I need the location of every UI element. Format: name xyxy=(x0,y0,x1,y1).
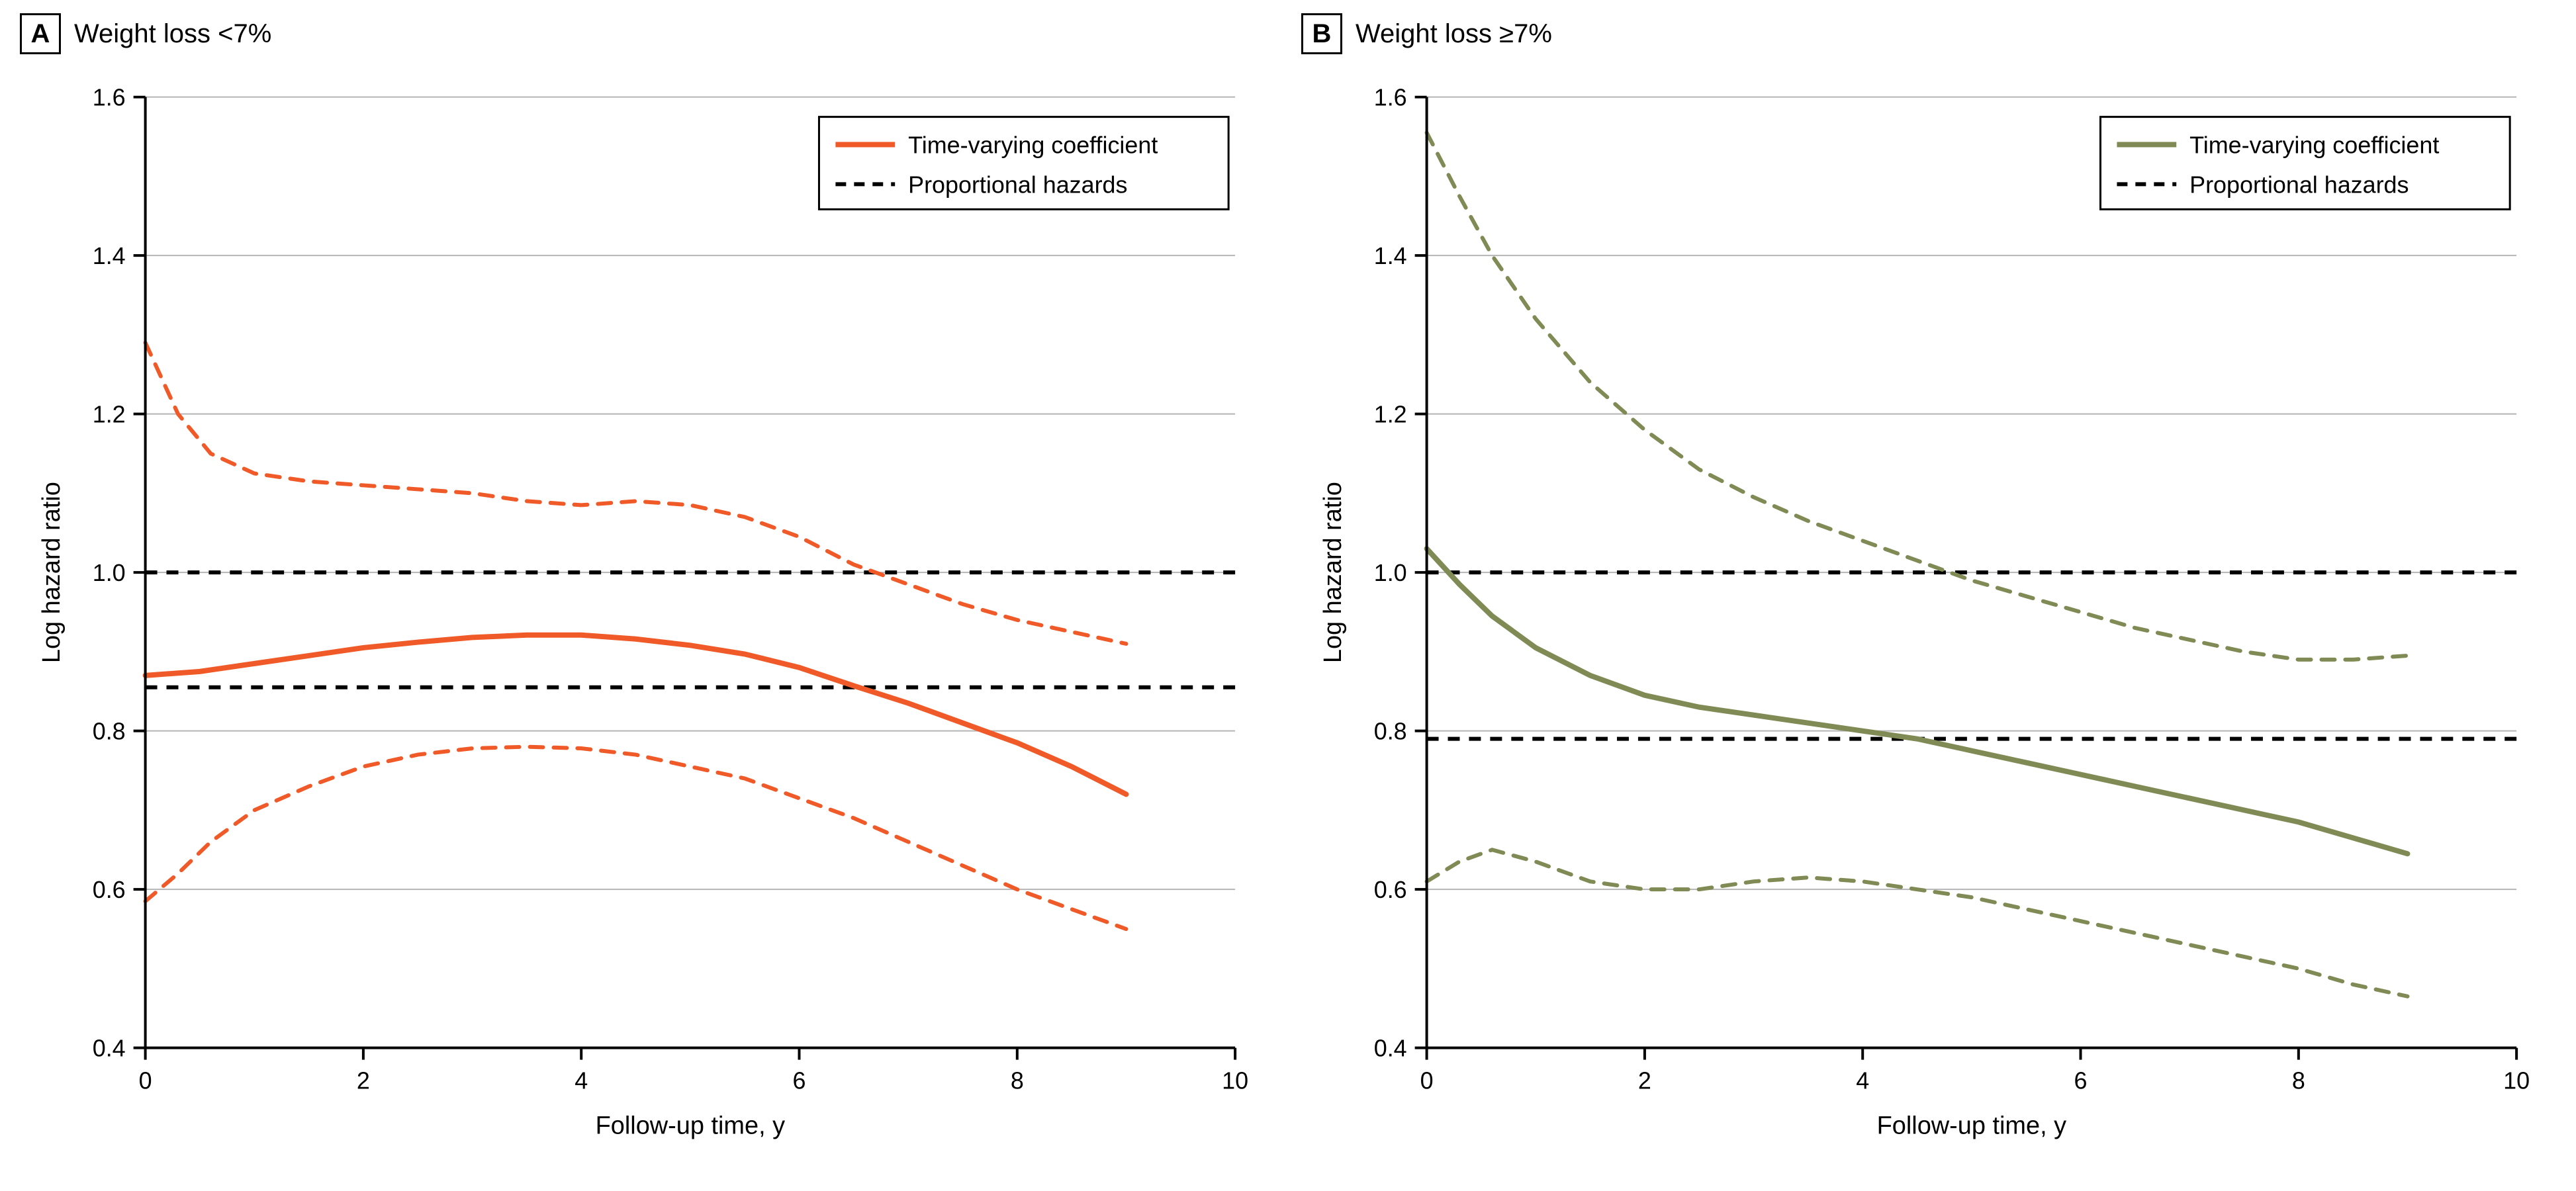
plot-area: 0 2 4 6 8 10 0.4 0.6 0.8 1.0 1.2 1.4 1.6 Follow-up ti… xyxy=(20,66,1275,1184)
figure-container: A Weight loss <7% 0 2 4 6 8 10 0.4 0.6 0.8 1.0 1.2 1.… xyxy=(0,0,2576,1191)
panel-title: Weight loss ≥7% xyxy=(1356,19,1552,49)
panel-header: A Weight loss <7% xyxy=(20,13,1275,54)
y-tick-label: 1.2 xyxy=(1374,401,1407,428)
legend-item-label: Proportional hazards xyxy=(2189,171,2409,198)
panel-letter: A xyxy=(20,13,61,54)
y-tick-label: 1.6 xyxy=(1374,84,1407,111)
x-tick-label: 8 xyxy=(1011,1067,1024,1094)
x-tick-label: 6 xyxy=(793,1067,806,1094)
x-axis-label: Follow-up time, y xyxy=(596,1112,786,1139)
x-tick-label: 4 xyxy=(575,1067,588,1094)
y-tick-label: 0.6 xyxy=(93,876,126,903)
x-axis-label: Follow-up time, y xyxy=(1877,1112,2067,1139)
y-axis-label: Log hazard ratio xyxy=(1319,482,1347,663)
y-tick-label: 0.4 xyxy=(1374,1035,1407,1062)
x-tick-label: 6 xyxy=(2074,1067,2088,1094)
y-tick-label: 0.6 xyxy=(1374,876,1407,903)
upper-ci-line xyxy=(146,343,1127,644)
y-tick-label: 1.4 xyxy=(1374,242,1407,269)
plot-area: 0 2 4 6 8 10 0.4 0.6 0.8 1.0 1.2 1.4 1.6 Follow-up ti… xyxy=(1301,66,2556,1184)
y-axis-label: Log hazard ratio xyxy=(38,482,66,663)
legend-item-label: Time-varying coefficient xyxy=(908,132,1158,159)
x-tick-label: 8 xyxy=(2292,1067,2305,1094)
time-varying-coefficient-line xyxy=(146,635,1127,795)
y-tick-label: 1.6 xyxy=(93,84,126,111)
y-tick-label: 0.8 xyxy=(93,718,126,745)
panel-b: B Weight loss ≥7% 0 2 4 6 8 10 0.4 0.6 0.8 1.0 1.2 1.… xyxy=(1288,13,2569,1184)
panel-header: B Weight loss ≥7% xyxy=(1301,13,2556,54)
y-tick-label: 0.8 xyxy=(1374,718,1407,745)
x-tick-label: 2 xyxy=(1638,1067,1651,1094)
time-varying-coefficient-line xyxy=(1427,549,2408,854)
panel-letter: B xyxy=(1301,13,1342,54)
chart-svg: 0 2 4 6 8 10 0.4 0.6 0.8 1.0 1.2 1.4 1.6 Follow-up ti… xyxy=(20,66,1275,1184)
x-tick-label: 0 xyxy=(139,1067,152,1094)
y-tick-label: 1.0 xyxy=(93,559,126,586)
lower-ci-line xyxy=(146,747,1127,929)
y-tick-label: 1.0 xyxy=(1374,559,1407,586)
y-tick-label: 0.4 xyxy=(93,1035,126,1062)
x-tick-label: 10 xyxy=(2503,1067,2530,1094)
upper-ci-line xyxy=(1427,133,2408,660)
x-tick-label: 10 xyxy=(1222,1067,1248,1094)
lower-ci-line xyxy=(1427,850,2408,996)
y-tick-label: 1.2 xyxy=(93,401,126,428)
legend-item-label: Time-varying coefficient xyxy=(2189,132,2439,159)
panel-title: Weight loss <7% xyxy=(74,19,271,49)
y-tick-label: 1.4 xyxy=(93,242,126,269)
chart-svg: 0 2 4 6 8 10 0.4 0.6 0.8 1.0 1.2 1.4 1.6 Follow-up ti… xyxy=(1301,66,2556,1184)
panel-a: A Weight loss <7% 0 2 4 6 8 10 0.4 0.6 0.8 1.0 1.2 1.… xyxy=(7,13,1288,1184)
x-tick-label: 0 xyxy=(1420,1067,1434,1094)
legend-item-label: Proportional hazards xyxy=(908,171,1127,198)
x-tick-label: 4 xyxy=(1856,1067,1869,1094)
x-tick-label: 2 xyxy=(357,1067,370,1094)
